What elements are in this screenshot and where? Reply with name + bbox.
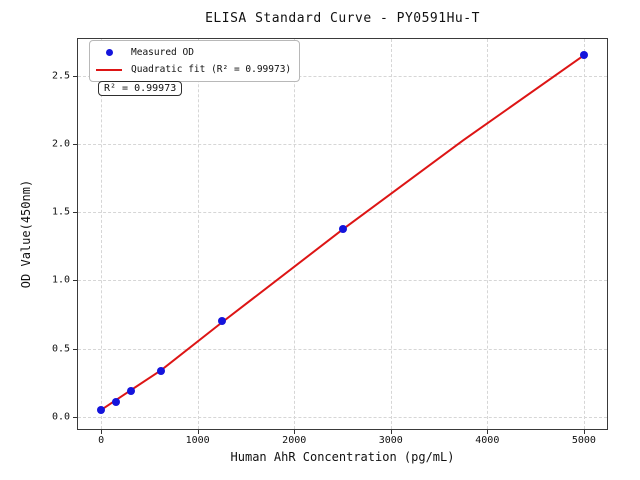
measured-od-marker-icon	[105, 49, 113, 56]
r-squared-annotation: R² = 0.99973	[98, 81, 183, 96]
x-tick-label: 3000	[378, 435, 403, 446]
x-tick-label: 5000	[571, 435, 596, 446]
y-tick-label: 2.5	[51, 70, 70, 82]
x-tick-mark	[294, 430, 296, 434]
y-tick-mark	[73, 212, 77, 214]
data-point	[97, 406, 106, 415]
x-tick-label: 4000	[475, 435, 500, 446]
y-tick-mark	[73, 417, 77, 419]
fit-line-path	[100, 54, 585, 411]
x-tick-mark	[390, 430, 392, 434]
x-gridline	[583, 39, 585, 429]
x-gridline	[487, 39, 489, 429]
x-tick-label: 0	[98, 435, 105, 446]
y-gridline	[78, 348, 607, 350]
y-tick-mark	[73, 75, 77, 77]
x-gridline	[197, 39, 199, 429]
x-gridline	[390, 39, 392, 429]
data-point	[157, 366, 166, 375]
x-tick-label: 2000	[282, 435, 307, 446]
fit-line-swatch-icon	[96, 68, 122, 71]
y-gridline	[78, 212, 607, 214]
y-gridline	[78, 143, 607, 145]
quadratic-fit-line	[100, 54, 585, 411]
y-tick-mark	[73, 143, 77, 145]
y-tick-mark	[73, 280, 77, 282]
data-point	[579, 51, 588, 60]
y-tick-label: 1.5	[51, 206, 70, 218]
data-point	[338, 224, 347, 233]
data-point	[112, 398, 121, 406]
x-tick-label: 1000	[185, 435, 210, 446]
y-tick-mark	[73, 348, 77, 350]
legend-marker-area	[95, 68, 123, 71]
y-gridline	[78, 75, 607, 77]
legend-label: Quadratic fit (R² = 0.99973)	[131, 64, 292, 75]
x-tick-mark	[487, 430, 489, 434]
legend: Measured OD Quadratic fit (R² = 0.99973)	[89, 40, 301, 82]
y-axis-label: OD Value(450nm)	[19, 179, 33, 289]
y-tick-label: 1.0	[51, 274, 70, 286]
x-tick-mark	[197, 430, 199, 434]
x-tick-mark	[583, 430, 585, 434]
y-tick-label: 0.5	[51, 343, 70, 355]
legend-item-measured-od: Measured OD	[95, 44, 291, 61]
legend-marker-area	[95, 49, 123, 56]
y-tick-label: 0.0	[51, 411, 70, 423]
y-gridline	[78, 280, 607, 282]
data-point	[127, 387, 136, 396]
plot-area	[77, 38, 608, 430]
x-tick-mark	[101, 430, 103, 434]
y-tick-label: 2.0	[51, 138, 70, 150]
y-gridline	[78, 417, 607, 419]
legend-label: Measured OD	[131, 47, 194, 58]
x-gridline	[294, 39, 296, 429]
data-point	[217, 317, 226, 326]
x-gridline	[101, 39, 103, 429]
chart-title: ELISA Standard Curve - PY0591Hu-T	[205, 11, 480, 26]
legend-item-quadratic-fit: Quadratic fit (R² = 0.99973)	[95, 61, 291, 78]
x-axis-label: Human AhR Concentration (pg/mL)	[230, 450, 455, 464]
